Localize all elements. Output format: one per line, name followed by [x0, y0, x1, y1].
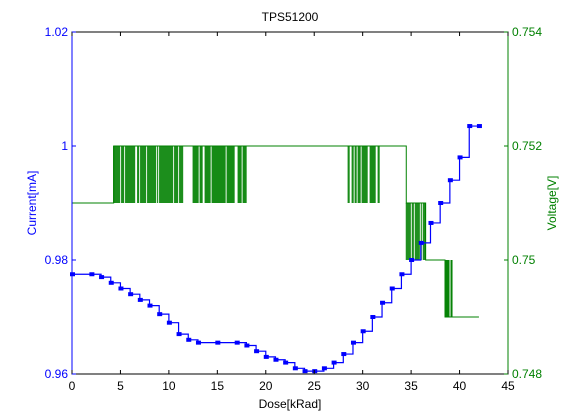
x-axis: 0 5 10 15 20 25 30 35 40 45 [69, 32, 515, 393]
y-axis-left: 0.96 0.98 1 1.02 [45, 25, 76, 381]
current-point [360, 329, 366, 334]
current-point [118, 286, 124, 291]
y-right-tick-label: 0.752 [512, 139, 542, 153]
current-point [321, 366, 327, 371]
chart-title: TPS51200 [262, 10, 319, 24]
current-point [89, 272, 95, 277]
current-point [273, 357, 279, 362]
x-tick-label: 45 [501, 379, 515, 393]
current-point [428, 220, 434, 225]
current-point [370, 315, 376, 319]
current-point [128, 292, 134, 297]
current-point [447, 178, 453, 183]
x-tick-label: 5 [117, 379, 124, 393]
y-left-tick-label: 0.98 [45, 253, 69, 267]
current-point [195, 340, 201, 345]
current-point [186, 337, 192, 342]
current-point [254, 349, 260, 354]
current-point [409, 258, 415, 262]
current-point [380, 300, 386, 305]
x-tick-label: 30 [356, 379, 370, 393]
y-right-tick-label: 0.748 [512, 367, 542, 381]
x-tick-label: 0 [69, 379, 76, 393]
current-point [438, 201, 444, 205]
x-tick-label: 20 [259, 379, 273, 393]
y-right-tick-label: 0.75 [512, 253, 536, 267]
current-point [331, 360, 337, 365]
current-point [166, 320, 172, 325]
x-tick-label: 25 [308, 379, 322, 393]
current-point [350, 340, 356, 345]
current-point [389, 286, 395, 291]
x-axis-label: Dose[kRad] [259, 397, 322, 411]
y-right-tick-label: 0.754 [512, 25, 542, 39]
current-point [476, 124, 482, 129]
current-point [418, 240, 424, 245]
current-point [399, 272, 405, 277]
x-tick-label: 10 [162, 379, 176, 393]
x-tick-label: 15 [211, 379, 225, 393]
y-axis-right-label: Voltage[V] [545, 176, 559, 231]
y-left-tick-label: 1.02 [45, 25, 69, 39]
current-line [72, 125, 479, 372]
current-point [302, 369, 308, 374]
current-point [292, 366, 298, 371]
x-tick-label: 35 [404, 379, 418, 393]
current-point [341, 352, 347, 357]
current-point [157, 312, 163, 317]
current-point [457, 155, 463, 160]
y-left-tick-label: 1 [61, 139, 68, 153]
current-point [234, 340, 240, 345]
current-point [99, 275, 105, 280]
y-axis-right: 0.748 0.75 0.752 0.754 [504, 25, 542, 381]
current-point [108, 280, 114, 285]
y-axis-left-label: Current[mA] [25, 171, 39, 236]
voltage-series [72, 145, 479, 318]
current-point [176, 332, 182, 337]
x-tick-label: 40 [453, 379, 467, 393]
current-point [283, 360, 289, 365]
current-point [147, 303, 153, 308]
current-point [215, 340, 221, 345]
current-point [244, 343, 250, 348]
current-point [137, 297, 143, 302]
y-left-tick-label: 0.96 [45, 367, 69, 381]
current-point [263, 354, 269, 359]
current-point [467, 124, 473, 129]
